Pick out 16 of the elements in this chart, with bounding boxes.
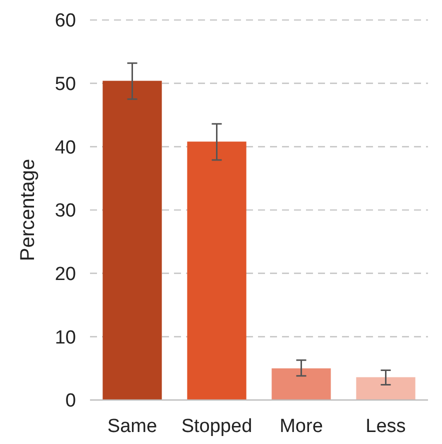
y-tick-label: 30: [54, 200, 76, 222]
y-axis-title: Percentage: [17, 158, 39, 262]
bar: [187, 142, 246, 400]
y-tick-label: 10: [54, 327, 76, 348]
bar: [102, 80, 162, 400]
bar: [272, 368, 331, 400]
x-tick-label: More: [280, 416, 323, 437]
x-tick-label: Same: [107, 416, 158, 437]
y-tick-label: 20: [54, 264, 76, 285]
x-tick-label: Less: [366, 416, 406, 437]
y-tick-label: 50: [54, 74, 76, 95]
y-tick-label: 60: [54, 10, 76, 32]
y-tick-label: 0: [65, 390, 76, 412]
x-tick-label: Stopped: [181, 416, 252, 437]
y-tick-label: 40: [54, 137, 76, 158]
bar: [356, 377, 416, 400]
